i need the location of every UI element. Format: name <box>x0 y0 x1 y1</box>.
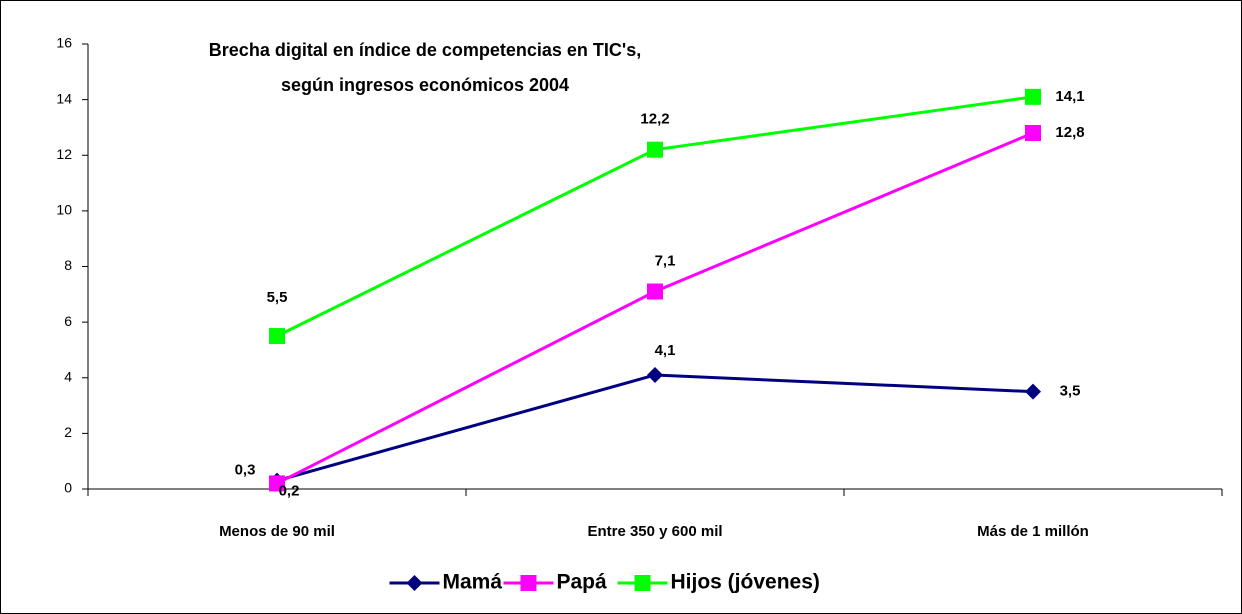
data-label: 12,2 <box>640 111 669 128</box>
chart-title: según ingresos económicos 2004 <box>281 75 569 95</box>
data-label: 14,1 <box>1055 88 1084 105</box>
y-tick-label: 12 <box>56 146 72 162</box>
y-tick-label: 2 <box>64 424 72 440</box>
data-label: 3,5 <box>1060 383 1081 400</box>
chart-title: Brecha digital en índice de competencias… <box>209 40 641 60</box>
y-tick-label: 10 <box>56 202 72 218</box>
point <box>1025 383 1041 400</box>
point <box>647 283 663 300</box>
data-label: 4,1 <box>655 342 676 359</box>
y-tick-label: 14 <box>56 90 72 106</box>
point <box>269 475 285 492</box>
y-tick-label: 4 <box>64 368 72 384</box>
data-label: 0,3 <box>235 462 256 479</box>
point <box>647 366 663 383</box>
legend-label: Papá <box>557 571 608 594</box>
x-tick-label: Menos de 90 mil <box>219 523 335 540</box>
legend-marker <box>634 575 651 591</box>
point <box>647 141 663 158</box>
legend-label: Mamá <box>443 571 503 594</box>
data-label: 5,5 <box>267 289 288 306</box>
data-label: 0,2 <box>279 482 300 499</box>
x-tick-label: Entre 350 y 600 mil <box>587 523 722 540</box>
legend-marker <box>520 575 537 591</box>
point <box>1025 125 1041 141</box>
y-tick-label: 8 <box>64 257 72 273</box>
point <box>269 328 285 345</box>
y-tick-label: 16 <box>56 35 72 51</box>
data-label: 12,8 <box>1055 124 1084 141</box>
x-tick-label: Más de 1 millón <box>977 523 1089 540</box>
point <box>1025 88 1041 105</box>
data-label: 7,1 <box>655 253 676 270</box>
y-tick-label: 6 <box>64 313 72 329</box>
legend-marker <box>406 575 423 591</box>
legend-label: Hijos (jóvenes) <box>671 571 820 594</box>
y-tick-label: 0 <box>64 480 72 496</box>
